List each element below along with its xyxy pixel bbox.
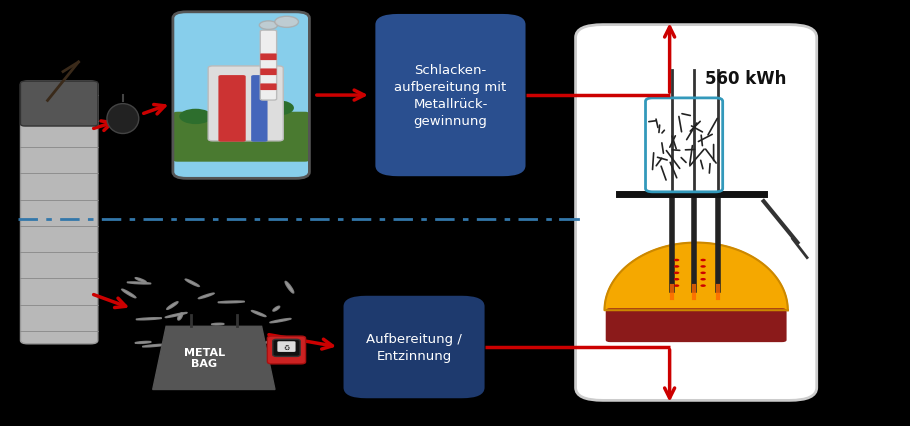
Ellipse shape <box>107 104 138 134</box>
FancyBboxPatch shape <box>20 82 98 344</box>
FancyBboxPatch shape <box>606 308 786 343</box>
Ellipse shape <box>136 278 147 282</box>
Ellipse shape <box>177 313 183 320</box>
FancyBboxPatch shape <box>344 296 484 398</box>
Ellipse shape <box>136 318 162 320</box>
FancyBboxPatch shape <box>20 82 98 127</box>
Text: METAL
BAG: METAL BAG <box>184 348 225 368</box>
Circle shape <box>701 278 706 281</box>
FancyBboxPatch shape <box>278 342 296 352</box>
FancyBboxPatch shape <box>173 13 309 179</box>
Ellipse shape <box>285 282 294 294</box>
Ellipse shape <box>127 282 151 284</box>
Text: 560 kWh: 560 kWh <box>705 70 786 88</box>
Ellipse shape <box>227 351 233 357</box>
Ellipse shape <box>186 279 199 287</box>
Ellipse shape <box>122 290 136 298</box>
Circle shape <box>261 101 294 116</box>
Circle shape <box>179 109 212 125</box>
FancyBboxPatch shape <box>273 340 300 357</box>
Text: Aufbereitung /
Entzinnung: Aufbereitung / Entzinnung <box>366 332 462 362</box>
Circle shape <box>673 272 679 274</box>
FancyBboxPatch shape <box>173 112 309 162</box>
FancyBboxPatch shape <box>251 76 268 142</box>
Ellipse shape <box>175 347 186 354</box>
FancyBboxPatch shape <box>208 67 283 141</box>
FancyBboxPatch shape <box>218 76 246 142</box>
Ellipse shape <box>265 340 277 343</box>
Text: Schlacken-
aufbereitung mit
Metallrück-
gewinnung: Schlacken- aufbereitung mit Metallrück- … <box>394 64 507 128</box>
Circle shape <box>259 22 278 30</box>
FancyBboxPatch shape <box>260 31 277 101</box>
Circle shape <box>701 259 706 262</box>
FancyBboxPatch shape <box>375 15 526 177</box>
Ellipse shape <box>251 311 266 317</box>
Ellipse shape <box>217 301 245 303</box>
Ellipse shape <box>210 343 234 345</box>
Circle shape <box>673 265 679 268</box>
Text: ♻: ♻ <box>283 344 289 350</box>
Ellipse shape <box>174 328 188 336</box>
Ellipse shape <box>228 344 238 350</box>
FancyBboxPatch shape <box>260 54 277 61</box>
Circle shape <box>701 285 706 287</box>
Ellipse shape <box>167 302 178 310</box>
FancyBboxPatch shape <box>268 337 306 364</box>
FancyBboxPatch shape <box>260 84 277 91</box>
Ellipse shape <box>270 319 291 323</box>
Circle shape <box>275 17 298 28</box>
Polygon shape <box>604 243 788 311</box>
FancyBboxPatch shape <box>260 69 277 76</box>
Ellipse shape <box>135 342 151 344</box>
FancyBboxPatch shape <box>576 26 817 400</box>
Circle shape <box>701 265 706 268</box>
Ellipse shape <box>166 313 187 318</box>
Ellipse shape <box>258 349 264 355</box>
Circle shape <box>673 259 679 262</box>
Polygon shape <box>153 326 275 389</box>
Circle shape <box>673 278 679 281</box>
Ellipse shape <box>211 323 224 325</box>
Ellipse shape <box>187 334 202 339</box>
Ellipse shape <box>273 306 279 311</box>
Circle shape <box>701 272 706 274</box>
Ellipse shape <box>198 294 214 299</box>
Circle shape <box>673 285 679 287</box>
Ellipse shape <box>142 344 167 347</box>
